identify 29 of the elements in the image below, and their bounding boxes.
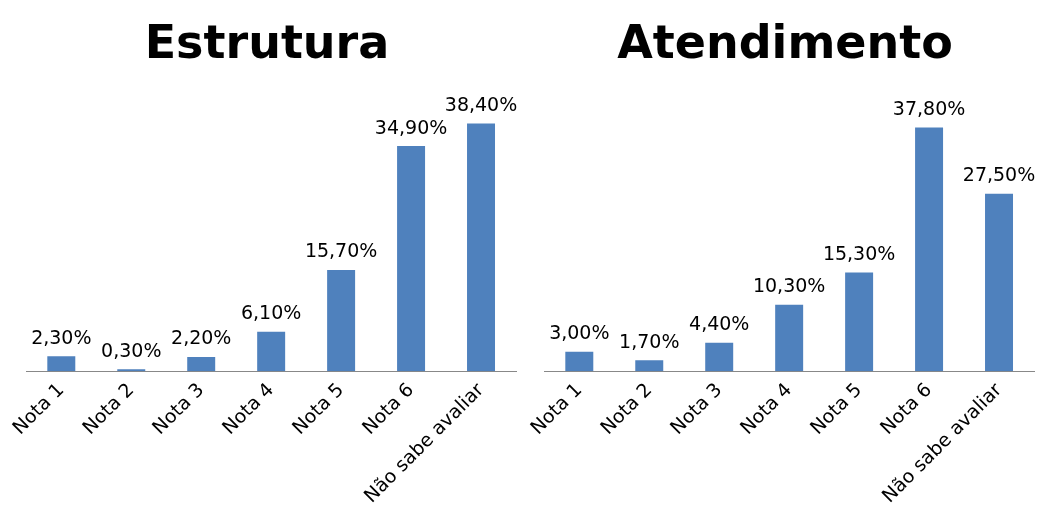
bar bbox=[47, 356, 76, 372]
bar bbox=[845, 272, 874, 372]
data-label: 10,30% bbox=[752, 274, 826, 297]
data-label: 27,50% bbox=[962, 163, 1036, 186]
data-label: 6,10% bbox=[240, 301, 302, 324]
data-label: 15,30% bbox=[822, 241, 896, 264]
bar bbox=[985, 193, 1014, 372]
bar bbox=[397, 146, 426, 372]
data-label: 34,90% bbox=[374, 115, 448, 138]
bar bbox=[565, 351, 594, 372]
data-label: 4,40% bbox=[689, 312, 750, 335]
chart-title: Estrutura bbox=[144, 14, 390, 69]
bar bbox=[705, 342, 734, 372]
data-label: 2,20% bbox=[171, 326, 232, 349]
data-label: 2,30% bbox=[31, 325, 92, 348]
bar bbox=[187, 356, 216, 372]
data-label: 15,70% bbox=[304, 239, 378, 262]
bar bbox=[915, 127, 944, 372]
bar bbox=[775, 304, 804, 372]
bar bbox=[327, 269, 356, 372]
data-label: 0,30% bbox=[101, 338, 162, 361]
bar bbox=[257, 331, 286, 372]
data-label: 37,80% bbox=[892, 96, 966, 119]
data-label: 38,40% bbox=[444, 92, 518, 115]
data-label: 3,00% bbox=[549, 321, 610, 344]
data-label: 1,70% bbox=[619, 329, 680, 352]
chart-title: Atendimento bbox=[617, 14, 953, 69]
bar bbox=[635, 360, 664, 372]
bar bbox=[467, 123, 496, 372]
